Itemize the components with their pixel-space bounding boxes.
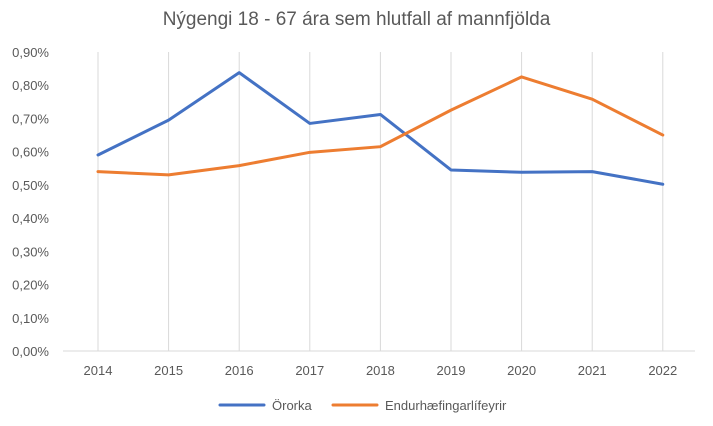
x-tick-label: 2020 bbox=[507, 363, 536, 378]
x-tick-label: 2021 bbox=[578, 363, 607, 378]
y-tick-label: 0,30% bbox=[12, 244, 49, 259]
x-tick-label: 2014 bbox=[84, 363, 113, 378]
x-tick-label: 2022 bbox=[648, 363, 677, 378]
legend-label: Endurhæfingarlífeyrir bbox=[385, 398, 507, 413]
x-tick-label: 2015 bbox=[154, 363, 183, 378]
series-line-2 bbox=[96, 75, 665, 177]
x-tick-label: 2016 bbox=[225, 363, 254, 378]
series-line-1 bbox=[96, 71, 665, 186]
y-tick-label: 0,90% bbox=[12, 45, 49, 60]
y-tick-label: 0,70% bbox=[12, 111, 49, 126]
y-tick-label: 0,10% bbox=[12, 311, 49, 326]
y-tick-label: 0,60% bbox=[12, 145, 49, 160]
y-tick-label: 0,20% bbox=[12, 278, 49, 293]
x-tick-label: 2018 bbox=[366, 363, 395, 378]
y-tick-label: 0,00% bbox=[12, 344, 49, 359]
legend-label: Örorka bbox=[272, 398, 313, 413]
chart-title: Nýgengi 18 - 67 ára sem hlutfall af mann… bbox=[162, 9, 551, 30]
y-tick-label: 0,40% bbox=[12, 211, 49, 226]
x-tick-label: 2019 bbox=[437, 363, 466, 378]
y-tick-label: 0,50% bbox=[12, 178, 49, 193]
x-tick-label: 2017 bbox=[295, 363, 324, 378]
y-tick-label: 0,80% bbox=[12, 78, 49, 93]
